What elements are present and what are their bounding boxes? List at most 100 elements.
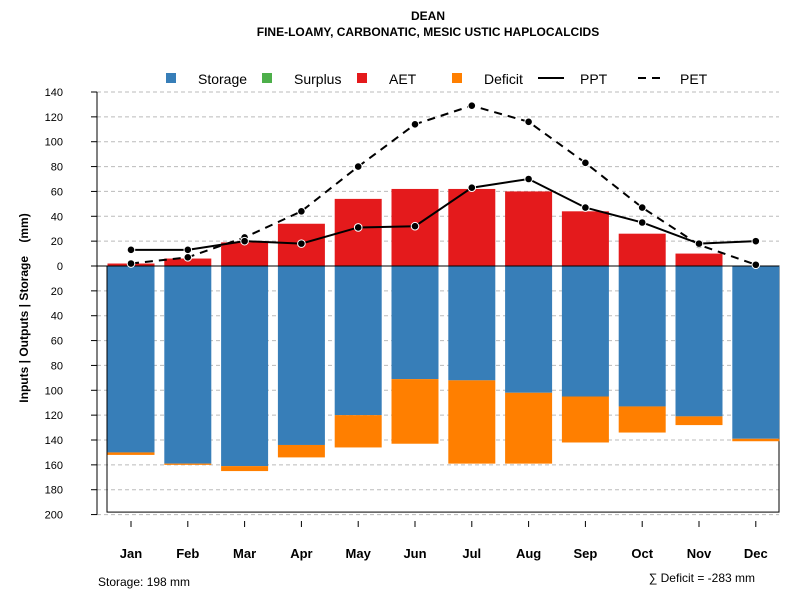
storage-bar bbox=[164, 266, 212, 464]
legend-swatch-deficit bbox=[452, 73, 462, 83]
x-tick-label: May bbox=[346, 546, 372, 561]
y-tick-label: 80 bbox=[51, 360, 63, 372]
ppt-point bbox=[581, 203, 590, 212]
chart-title: DEAN bbox=[411, 9, 445, 23]
x-tick-label: Nov bbox=[687, 546, 712, 561]
storage-bar bbox=[107, 266, 155, 453]
aet-bar bbox=[561, 211, 609, 266]
ppt-point bbox=[297, 239, 306, 248]
legend-label-storage: Storage bbox=[198, 71, 247, 87]
ppt-point bbox=[183, 245, 193, 255]
x-tick-label: Apr bbox=[290, 546, 312, 561]
pet-point bbox=[410, 120, 420, 129]
y-tick-label: 120 bbox=[45, 410, 63, 422]
ppt-point bbox=[410, 221, 420, 231]
y-tick-label: 100 bbox=[45, 385, 63, 397]
ppt-point bbox=[751, 236, 761, 246]
pet-point bbox=[297, 207, 306, 216]
aet-bar bbox=[505, 191, 553, 266]
deficit-bar bbox=[221, 466, 269, 472]
x-tick-label: Oct bbox=[631, 546, 653, 561]
ppt-point bbox=[126, 245, 136, 255]
x-tick-label: Mar bbox=[233, 546, 256, 561]
deficit-bar bbox=[448, 380, 496, 464]
ppt-point bbox=[524, 174, 533, 184]
deficit-bar bbox=[561, 396, 609, 443]
pet-point bbox=[581, 158, 590, 168]
pet-point bbox=[183, 252, 193, 262]
y-tick-label: 40 bbox=[51, 211, 63, 223]
aet-bar bbox=[221, 242, 269, 266]
deficit-bar bbox=[164, 463, 212, 465]
legend-label-pet: PET bbox=[680, 71, 708, 87]
legend-swatch-surplus bbox=[262, 73, 272, 83]
y-axis-label: Inputs | Outputs | Storage (mm) bbox=[17, 213, 31, 402]
storage-annotation: Storage: 198 mm bbox=[98, 575, 190, 589]
aet-bar bbox=[164, 258, 212, 266]
storage-bar bbox=[732, 266, 780, 439]
storage-bar bbox=[505, 266, 553, 393]
y-tick-label: 140 bbox=[45, 87, 63, 99]
y-tick-label: 100 bbox=[45, 137, 63, 149]
y-tick-label: 80 bbox=[51, 162, 63, 174]
ppt-point bbox=[637, 218, 647, 227]
legend-label-ppt: PPT bbox=[580, 71, 608, 87]
x-tick-label: Jan bbox=[120, 546, 142, 561]
deficit-annotation: ∑ Deficit = -283 mm bbox=[649, 571, 755, 585]
x-tick-label: Feb bbox=[176, 546, 199, 561]
pet-point bbox=[467, 101, 477, 110]
ppt-point bbox=[694, 239, 704, 248]
storage-bar bbox=[221, 266, 269, 467]
y-tick-label: 120 bbox=[45, 112, 63, 124]
pet-point bbox=[126, 259, 136, 268]
deficit-bar bbox=[391, 379, 439, 444]
deficit-bar bbox=[618, 406, 666, 433]
y-tick-label: 140 bbox=[45, 435, 63, 447]
storage-bar bbox=[618, 266, 666, 407]
y-tick-label: 180 bbox=[45, 485, 63, 497]
pet-point bbox=[751, 260, 761, 270]
storage-bar bbox=[448, 266, 496, 381]
y-tick-label: 160 bbox=[45, 460, 63, 472]
aet-bar bbox=[448, 188, 496, 266]
y-tick-label: 20 bbox=[51, 236, 63, 248]
storage-bar bbox=[334, 266, 382, 416]
y-tick-label: 0 bbox=[57, 261, 63, 273]
aet-bar bbox=[675, 253, 723, 266]
deficit-bar bbox=[334, 415, 382, 448]
chart-subtitle: FINE-LOAMY, CARBONATIC, MESIC USTIC HAPL… bbox=[257, 25, 599, 39]
deficit-bar bbox=[277, 444, 325, 458]
x-tick-label: Jun bbox=[403, 546, 426, 561]
ppt-point bbox=[240, 236, 249, 246]
y-tick-label: 60 bbox=[51, 186, 63, 198]
legend-label-surplus: Surplus bbox=[294, 71, 341, 87]
ppt-line bbox=[131, 177, 756, 251]
pet-point bbox=[353, 162, 363, 171]
legend-label-deficit: Deficit bbox=[484, 71, 523, 87]
x-tick-label: Sep bbox=[573, 546, 597, 561]
storage-bar bbox=[561, 266, 609, 397]
deficit-bar bbox=[505, 392, 553, 464]
storage-bar bbox=[675, 266, 723, 417]
aet-bar bbox=[618, 233, 666, 266]
deficit-bar bbox=[107, 452, 155, 455]
x-tick-label: Dec bbox=[744, 546, 768, 561]
pet-point bbox=[637, 203, 647, 212]
ppt-point bbox=[467, 183, 477, 192]
storage-bar bbox=[277, 266, 325, 445]
storage-bar bbox=[391, 266, 439, 380]
x-tick-label: Aug bbox=[516, 546, 541, 561]
legend-swatch-storage bbox=[166, 73, 176, 83]
pet-line bbox=[130, 104, 757, 266]
pet-point bbox=[524, 117, 533, 127]
x-tick-label: Jul bbox=[462, 546, 481, 561]
ppt-point bbox=[353, 223, 363, 232]
y-tick-label: 40 bbox=[51, 311, 63, 323]
deficit-bar bbox=[675, 416, 723, 426]
deficit-bar bbox=[732, 438, 780, 442]
y-tick-label: 200 bbox=[45, 510, 63, 522]
legend-swatch-aet bbox=[357, 73, 367, 83]
y-tick-label: 60 bbox=[51, 336, 63, 348]
legend-label-aet: AET bbox=[389, 71, 417, 87]
